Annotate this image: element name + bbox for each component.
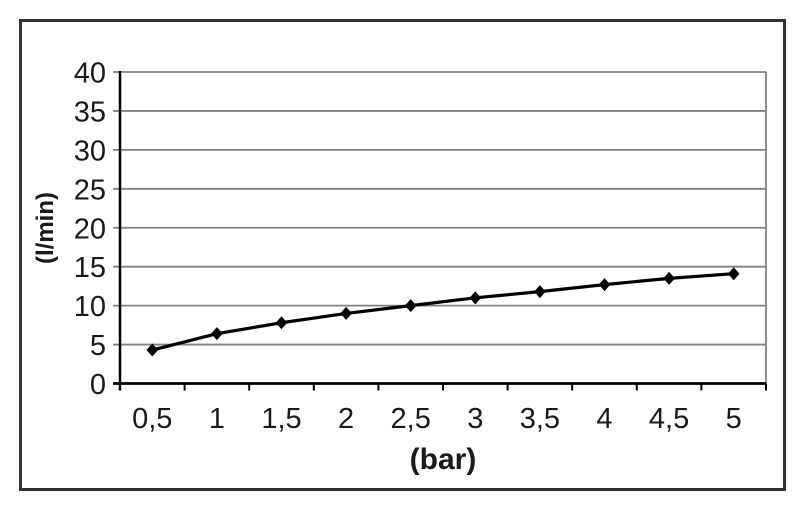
data-point-marker xyxy=(469,291,482,305)
x-tick-label: 4,5 xyxy=(649,403,689,435)
x-tick-label: 1,5 xyxy=(261,403,301,435)
x-tick-label: 0,5 xyxy=(132,403,172,435)
data-point-marker xyxy=(211,327,223,341)
x-tick-label: 2 xyxy=(338,403,354,435)
data-point-marker xyxy=(598,278,611,292)
y-tick-label: 10 xyxy=(74,291,106,323)
y-tick-label: 35 xyxy=(74,96,106,128)
data-point-marker xyxy=(727,267,740,281)
y-tick-label: 0 xyxy=(90,369,106,401)
y-axis-title: (l/min) xyxy=(32,192,59,264)
data-point-marker xyxy=(663,271,675,285)
x-tick-label: 2,5 xyxy=(391,403,431,435)
y-tick-label: 5 xyxy=(90,330,106,362)
x-tick-label: 5 xyxy=(726,403,742,435)
x-tick-label: 3,5 xyxy=(520,403,560,435)
x-tick-label: 4 xyxy=(596,403,612,435)
x-axis-title: (bar) xyxy=(409,443,477,476)
series-line xyxy=(151,272,734,352)
y-tick-label: 30 xyxy=(74,135,106,167)
data-point-marker xyxy=(534,285,546,299)
data-point-marker xyxy=(275,316,288,330)
data-point-marker xyxy=(404,299,417,313)
y-tick-label: 25 xyxy=(74,174,106,206)
x-tick-label: 3 xyxy=(467,403,483,435)
data-point-marker xyxy=(146,343,159,357)
y-tick-label: 15 xyxy=(74,252,106,284)
x-tick-label: 1 xyxy=(209,403,225,435)
y-tick-label: 40 xyxy=(74,58,106,90)
y-tick-label: 20 xyxy=(74,213,106,245)
figure-border xyxy=(19,19,786,491)
data-point-marker xyxy=(340,306,352,320)
